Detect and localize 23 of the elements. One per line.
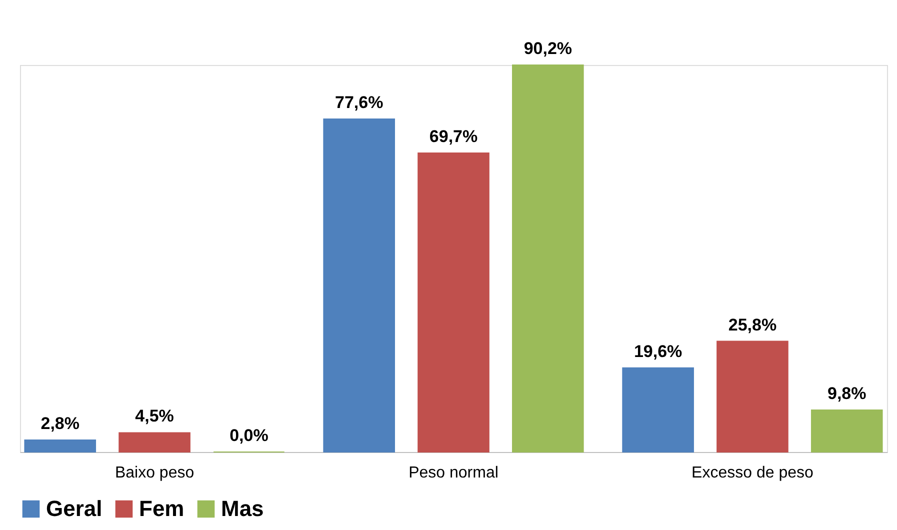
bar [810,409,883,452]
bar [118,432,190,452]
x-tick-label: Baixo peso [114,464,194,482]
data-label: 90,2% [524,39,572,58]
bar [622,367,694,452]
data-label: 2,8% [40,414,80,433]
data-label: 25,8% [728,315,777,334]
legend-label: Geral [46,496,102,521]
bar [418,152,490,452]
bar [323,118,395,452]
legend-label: Mas [221,496,264,521]
data-label: 4,5% [135,406,174,426]
x-tick-label: Peso normal [408,464,498,482]
bar [512,64,584,452]
data-label: 69,7% [429,126,478,146]
data-label: 9,8% [828,384,866,403]
legend-label: Fem [139,496,184,521]
data-label: 0,0% [230,426,268,445]
data-label: 19,6% [634,342,682,361]
bar [24,439,96,452]
bar [716,340,788,452]
data-label: 77,6% [334,93,384,112]
x-tick-label: Excesso de peso [692,464,814,482]
